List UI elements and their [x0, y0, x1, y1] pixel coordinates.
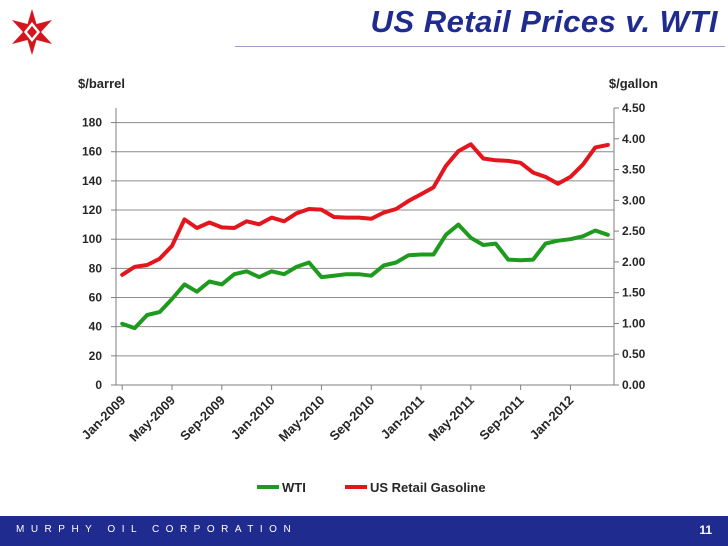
left-tick-label: 180: [82, 116, 102, 130]
right-tick-label: 0.00: [622, 378, 646, 392]
page-number: 11: [699, 523, 712, 537]
right-axis-label: $/gallon: [609, 76, 658, 91]
right-tick-label: 2.00: [622, 255, 646, 269]
left-tick-label: 120: [82, 203, 102, 217]
left-tick-label: 20: [89, 349, 103, 363]
legend-label: US Retail Gasoline: [370, 480, 486, 495]
footer-company-name: MURPHY OIL CORPORATION: [16, 524, 298, 535]
x-tick-label: Jan-2010: [228, 393, 278, 443]
x-tick-label: May-2010: [276, 393, 328, 445]
right-tick-label: 3.00: [622, 193, 646, 207]
wti-series-line: [120, 222, 610, 331]
x-tick-label: May-2011: [425, 393, 476, 444]
price-chart: 0 20 40 60 80 100 120 140 160 180 0.00 0.50 1.00 1.50…: [78, 76, 658, 495]
right-tick-label: 0.50: [622, 347, 646, 361]
murphy-star-logo-icon: [12, 9, 52, 55]
right-tick-label: 1.00: [622, 316, 646, 330]
right-tick-label: 4.00: [622, 132, 646, 146]
left-tick-label: 140: [82, 174, 102, 188]
x-tick-label: Jan-2011: [378, 393, 427, 442]
footer-bar: MURPHY OIL CORPORATION 11: [0, 516, 728, 546]
left-tick-label: 100: [82, 232, 102, 246]
x-tick-label: Jan-2012: [527, 393, 577, 443]
left-tick-label: 0: [95, 378, 102, 392]
x-tick-label: Jan-2009: [78, 393, 128, 443]
page-title: US Retail Prices v. WTI: [370, 4, 718, 39]
legend-label: WTI: [282, 480, 306, 495]
x-tick-label: May-2009: [126, 393, 178, 445]
gasoline-series-line: [120, 142, 610, 277]
x-tick-label: Sep-2009: [177, 393, 228, 444]
x-tick-label: Sep-2011: [476, 393, 526, 443]
left-tick-label: 80: [89, 261, 103, 275]
title-divider: [235, 46, 725, 47]
left-axis-label: $/barrel: [78, 76, 125, 91]
left-tick-label: 160: [82, 145, 102, 159]
right-tick-label: 1.50: [622, 286, 646, 300]
x-tick-label: Sep-2010: [326, 393, 377, 444]
left-tick-label: 60: [89, 291, 103, 305]
right-tick-label: 3.50: [622, 163, 646, 177]
right-tick-label: 4.50: [622, 101, 646, 115]
right-tick-label: 2.50: [622, 224, 646, 238]
left-tick-label: 40: [89, 320, 103, 334]
